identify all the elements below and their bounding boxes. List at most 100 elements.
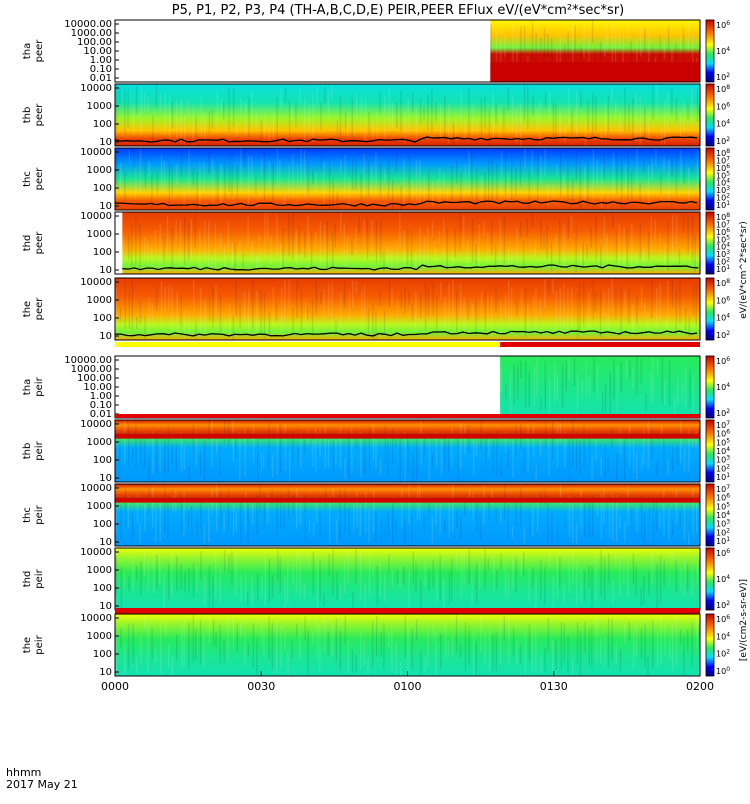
texture-streak: [504, 563, 507, 599]
texture-streak: [164, 485, 166, 533]
texture-streak: [423, 436, 426, 458]
texture-streak: [139, 301, 142, 325]
peer-colorbar-title: eV/(eV*cm^2*sec*sr): [739, 221, 749, 319]
texture-streak: [284, 629, 286, 651]
colorbar-tick-label: 101: [716, 264, 730, 274]
texture-streak: [320, 102, 322, 131]
texture-streak: [564, 430, 566, 468]
texture-streak: [576, 559, 578, 608]
colorbar-tick-label: 103: [716, 519, 730, 529]
colorbar-tick-label: 103: [716, 185, 730, 195]
texture-streak: [525, 361, 527, 408]
texture-streak: [647, 420, 649, 470]
texture-streak: [475, 641, 477, 675]
texture-streak: [460, 422, 462, 470]
texture-streak: [486, 233, 489, 262]
texture-streak: [432, 622, 435, 643]
texture-streak: [139, 523, 141, 545]
texture-streak: [395, 433, 397, 448]
texture-streak: [584, 166, 586, 200]
texture-streak: [636, 149, 638, 188]
texture-streak: [199, 162, 201, 208]
texture-streak: [674, 396, 676, 417]
texture-streak: [573, 358, 576, 387]
texture-streak: [608, 553, 610, 583]
texture-streak: [640, 587, 642, 607]
texture-streak: [505, 384, 507, 400]
texture-streak: [604, 445, 607, 479]
texture-streak: [144, 93, 146, 111]
panel-probe-label: the: [22, 637, 33, 653]
texture-streak: [219, 445, 221, 476]
texture-streak: [263, 493, 265, 529]
texture-streak: [324, 423, 326, 469]
texture-streak: [159, 223, 161, 268]
panel-frame: [114, 277, 701, 341]
texture-streak: [152, 487, 154, 528]
texture-streak: [616, 151, 618, 195]
texture-streak: [476, 168, 478, 202]
texture-streak: [160, 281, 163, 326]
texture-streak: [171, 444, 173, 464]
texture-streak: [567, 155, 569, 201]
texture-streak: [438, 230, 441, 244]
texture-streak: [611, 619, 613, 662]
texture-streak: [332, 232, 334, 271]
texture-streak: [379, 460, 382, 475]
texture-streak: [391, 570, 394, 588]
texture-streak: [583, 425, 585, 467]
texture-streak: [339, 490, 341, 540]
texture-streak: [612, 212, 614, 229]
texture-streak: [368, 509, 370, 543]
texture-streak: [643, 575, 645, 606]
texture-streak: [280, 287, 283, 333]
y-tick-label: 100: [93, 649, 112, 660]
texture-streak: [187, 100, 190, 116]
y-tick-label: 100: [93, 519, 112, 530]
texture-streak: [436, 179, 439, 200]
texture-streak: [695, 283, 697, 326]
texture-streak: [648, 507, 651, 527]
texture-streak: [395, 642, 397, 674]
y-tick-label: 1.00: [90, 55, 112, 66]
texture-streak: [535, 464, 537, 482]
texture-streak: [415, 290, 417, 332]
texture-streak: [683, 636, 685, 675]
panel-species-label: peer: [34, 167, 45, 191]
texture-streak: [620, 361, 622, 393]
y-tick-label: 10: [99, 265, 112, 276]
texture-streak: [167, 563, 170, 600]
texture-streak: [184, 218, 186, 266]
texture-streak: [128, 424, 130, 468]
texture-streak: [575, 522, 578, 544]
texture-streak: [240, 620, 242, 639]
texture-streak: [411, 514, 413, 542]
texture-streak: [576, 432, 578, 471]
texture-streak: [547, 617, 549, 652]
texture-streak: [528, 169, 530, 209]
texture-streak: [559, 110, 561, 139]
texture-streak: [264, 111, 266, 139]
texture-streak: [168, 644, 170, 669]
y-tick-label: 10000.00: [64, 19, 112, 30]
texture-streak: [612, 580, 614, 604]
texture-streak: [260, 158, 263, 177]
texture-streak: [616, 454, 618, 480]
texture-streak: [296, 165, 299, 204]
texture-streak: [591, 20, 594, 43]
texture-streak: [391, 427, 394, 465]
texture-streak: [571, 286, 573, 328]
colorbar-tick-label: 105: [716, 501, 730, 511]
colorbar-tick-label: 103: [716, 249, 730, 259]
texture-streak: [656, 359, 659, 374]
texture-streak: [678, 249, 681, 267]
y-tick-label: 1000: [87, 501, 112, 512]
colorbar-tick-label: 106: [716, 548, 730, 558]
texture-streak: [258, 234, 261, 267]
texture-streak: [428, 499, 430, 519]
texture-streak: [568, 438, 571, 482]
texture-streak: [532, 567, 534, 587]
texture-streak: [681, 382, 684, 403]
texture-streak: [308, 520, 311, 534]
texture-streak: [195, 116, 197, 138]
